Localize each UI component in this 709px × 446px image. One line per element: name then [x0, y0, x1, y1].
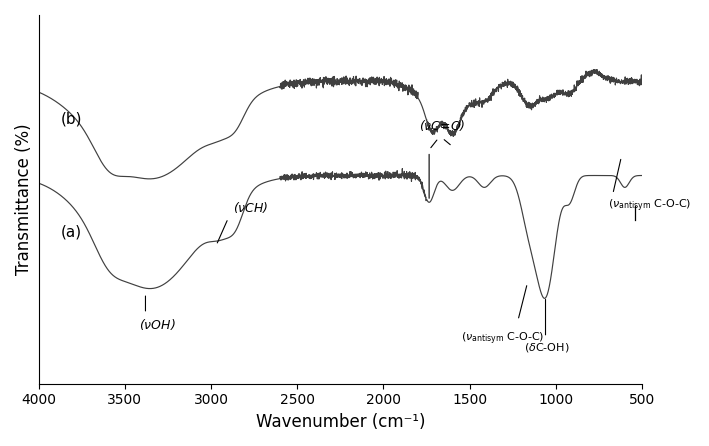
X-axis label: Wavenumber (cm⁻¹): Wavenumber (cm⁻¹) — [255, 413, 425, 431]
Text: ($\delta$C-OH): ($\delta$C-OH) — [524, 341, 569, 354]
Text: ($\nu$C=O): ($\nu$C=O) — [419, 118, 465, 133]
Text: ($\nu$OH): ($\nu$OH) — [139, 317, 176, 332]
Y-axis label: Transmittance (%): Transmittance (%) — [15, 124, 33, 275]
Text: (a): (a) — [61, 224, 82, 240]
Text: ($\nu_\mathrm{antisym}$ C-O-C): ($\nu_\mathrm{antisym}$ C-O-C) — [608, 198, 691, 214]
Text: ($\nu_\mathrm{antisym}$ C-O-C): ($\nu_\mathrm{antisym}$ C-O-C) — [461, 331, 544, 347]
Text: (b): (b) — [61, 112, 82, 127]
Text: ($\nu$CH): ($\nu$CH) — [233, 200, 269, 215]
